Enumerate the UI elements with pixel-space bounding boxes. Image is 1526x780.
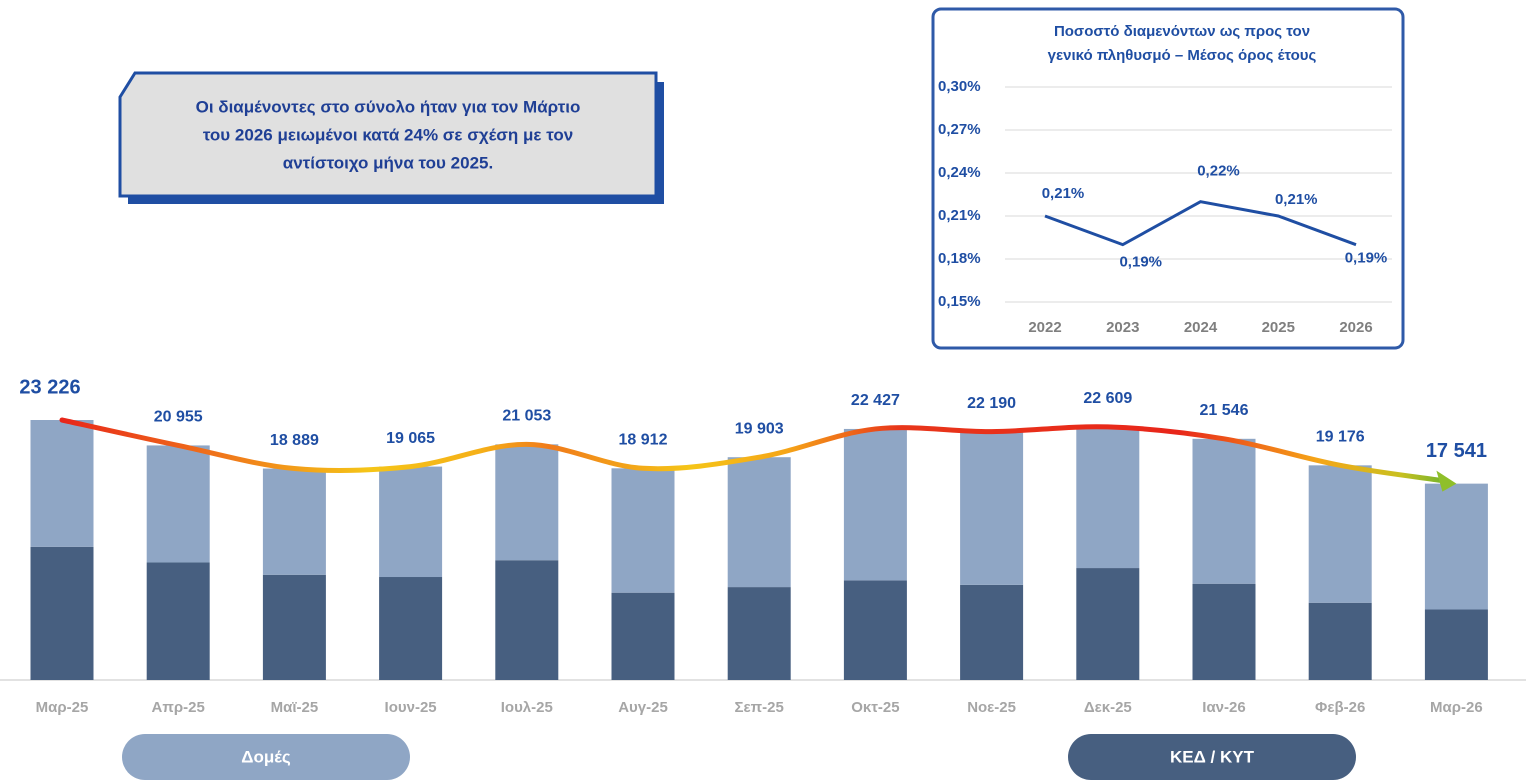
x-tick-label: 2025	[1262, 319, 1295, 336]
bar-segment	[727, 457, 791, 588]
x-tick-label: Φεβ-26	[1315, 699, 1365, 716]
bar-segment	[843, 428, 907, 581]
data-label: 0,19%	[1119, 254, 1162, 271]
x-tick-label: Ιουλ-25	[501, 699, 553, 716]
bar-segment	[1192, 438, 1256, 584]
callout: Οι διαμένοντες στο σύνολο ήταν για τον Μ…	[118, 71, 664, 204]
bar-segment	[1076, 426, 1140, 569]
x-tick-label: 2024	[1184, 319, 1218, 336]
x-tick-label: Απρ-25	[152, 699, 205, 716]
bar-segment	[146, 562, 210, 680]
total-label: 18 912	[619, 432, 668, 449]
x-tick-label: Μαϊ-25	[271, 699, 319, 716]
y-tick-label: 0,18%	[938, 250, 981, 267]
total-label: 19 176	[1316, 429, 1365, 446]
line	[1044, 200, 1357, 247]
data-label: 0,21%	[1275, 191, 1318, 208]
bar-segment	[1192, 583, 1256, 680]
x-tick-label: Δεκ-25	[1084, 699, 1132, 716]
bar-segment	[146, 445, 210, 563]
legend-label: ΚΕΔ / ΚΥΤ	[1170, 747, 1255, 766]
trend-line	[59, 417, 1445, 484]
bar-segment	[1076, 568, 1140, 680]
total-label: 22 190	[967, 395, 1016, 412]
callout-text: αντίστοιχο μήνα του 2025.	[283, 153, 493, 172]
y-tick-label: 0,30%	[938, 78, 981, 95]
total-label: 20 955	[154, 409, 203, 426]
total-label: 19 065	[386, 430, 435, 447]
bar-segment	[1308, 465, 1372, 603]
x-tick-label: Αυγ-25	[618, 699, 668, 716]
total-label: 21 546	[1200, 402, 1249, 419]
trend-arrow	[1436, 470, 1457, 492]
bar-segment	[262, 574, 326, 680]
x-tick-label: Οκτ-25	[851, 699, 899, 716]
total-label: 17 541	[1426, 440, 1487, 462]
bar-segment	[1424, 609, 1488, 680]
total-label: 18 889	[270, 432, 319, 449]
x-tick-label: 2023	[1106, 319, 1139, 336]
y-tick-label: 0,21%	[938, 207, 981, 224]
bar-segment	[1424, 483, 1488, 610]
x-tick-label: Νοε-25	[967, 699, 1016, 716]
data-label: 0,19%	[1345, 250, 1388, 267]
callout-box	[118, 71, 658, 198]
y-tick-label: 0,27%	[938, 121, 981, 138]
x-tick-label: Ιουν-25	[385, 699, 437, 716]
y-tick-label: 0,15%	[938, 293, 981, 310]
bar-segment	[30, 420, 94, 547]
legend-pill	[1068, 734, 1356, 780]
callout-text: Οι διαμένοντες στο σύνολο ήταν για τον Μ…	[196, 97, 581, 116]
inset-title: γενικό πληθυσμό – Μέσος όρος έτους	[1048, 47, 1317, 64]
bar-segment	[30, 546, 94, 680]
bar-segment	[1308, 602, 1372, 680]
total-label: 21 053	[502, 408, 551, 425]
inset-title: Ποσοστό διαμενόντων ως προς τον	[1054, 23, 1310, 40]
data-label: 0,22%	[1197, 163, 1240, 180]
data-label: 0,21%	[1042, 185, 1085, 202]
bar-segment	[379, 466, 443, 578]
bar-segment	[262, 468, 326, 575]
total-label: 22 609	[1083, 390, 1132, 407]
bar-segment	[379, 577, 443, 680]
x-tick-label: Μαρ-25	[36, 699, 89, 716]
x-tick-label: Μαρ-26	[1430, 699, 1483, 716]
y-tick-label: 0,24%	[938, 164, 981, 181]
legend-label: Δομές	[241, 747, 291, 766]
x-tick-label: Ιαν-26	[1202, 699, 1245, 716]
legend-pill	[122, 734, 410, 780]
total-label: 23 226	[19, 376, 80, 398]
bar-segment	[495, 444, 559, 561]
total-label: 19 903	[735, 420, 784, 437]
bar-segment	[843, 580, 907, 680]
bar-segment	[960, 584, 1024, 680]
bar-segment	[495, 560, 559, 680]
callout-text: του 2026 μειωμένοι κατά 24% σε σχέση με …	[203, 125, 573, 144]
x-tick-label: Σεπ-25	[735, 699, 784, 716]
bar-segment	[727, 587, 791, 680]
inset-frame	[931, 7, 1405, 350]
x-tick-label: 2022	[1028, 319, 1061, 336]
bar-segment	[611, 468, 675, 593]
total-label: 22 427	[851, 392, 900, 409]
bar-segment	[960, 431, 1024, 585]
x-tick-label: 2026	[1339, 319, 1372, 336]
bar-segment	[611, 592, 675, 680]
